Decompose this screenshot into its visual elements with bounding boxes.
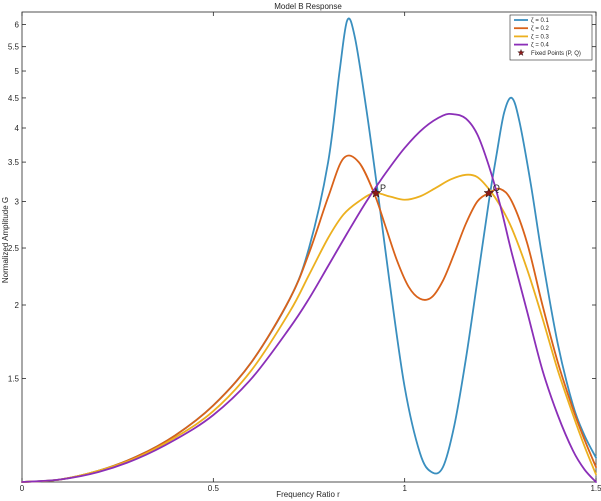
y-tick-label: 6 bbox=[15, 20, 20, 29]
y-axis: 1.5 2 2.5 3 3.5 4 4.5 5 5.5 6 bbox=[8, 20, 596, 383]
fixed-point-marker bbox=[370, 187, 382, 198]
legend-label: ζ = 0.4 bbox=[531, 43, 549, 49]
fixed-point-marker bbox=[483, 187, 495, 198]
legend-fixed-point-marker bbox=[517, 48, 525, 56]
series-line-1 bbox=[21, 17, 597, 483]
y-tick-label: 2 bbox=[15, 301, 20, 310]
fixed-point-label: P bbox=[380, 183, 386, 193]
legend: ζ = 0.1 ζ = 0.2 ζ = 0.3 ζ = 0.4 Fixed Points… bbox=[509, 14, 593, 61]
y-tick-label: 3 bbox=[15, 197, 20, 206]
y-tick-label: 4.5 bbox=[8, 94, 20, 103]
legend-label: ζ = 0.2 bbox=[531, 26, 549, 32]
legend-label: ζ = 0.3 bbox=[531, 34, 549, 40]
legend-label: ζ = 0.1 bbox=[531, 18, 549, 24]
x-tick-label: 0 bbox=[20, 484, 25, 493]
x-axis-title: Frequency Ratio r bbox=[276, 490, 340, 499]
y-tick-label: 2.5 bbox=[8, 244, 20, 253]
x-tick-label: 1 bbox=[402, 484, 407, 493]
y-tick-label: 5 bbox=[15, 67, 20, 76]
x-tick-label: 0.5 bbox=[208, 484, 220, 493]
y-tick-label: 3.5 bbox=[8, 158, 20, 167]
y-tick-label: 5.5 bbox=[8, 43, 20, 52]
y-axis-title: Normalized Amplitude G bbox=[1, 197, 10, 283]
series-line-3 bbox=[21, 173, 597, 483]
series-line-2 bbox=[21, 154, 597, 483]
series-lines bbox=[21, 17, 597, 483]
legend-box bbox=[509, 14, 593, 61]
chart-title: Model B Response bbox=[274, 2, 342, 11]
x-axis: 0 0.5 1 1.5 bbox=[20, 12, 601, 493]
series-line-4 bbox=[21, 112, 597, 483]
fixed-point-label: Q bbox=[493, 183, 500, 193]
y-tick-label: 4 bbox=[15, 124, 20, 133]
plot-area-frame bbox=[21, 11, 597, 483]
x-tick-label: 1.5 bbox=[590, 484, 601, 493]
legend-label: Fixed Points (P, Q) bbox=[531, 51, 581, 57]
y-tick-label: 1.5 bbox=[8, 374, 20, 383]
